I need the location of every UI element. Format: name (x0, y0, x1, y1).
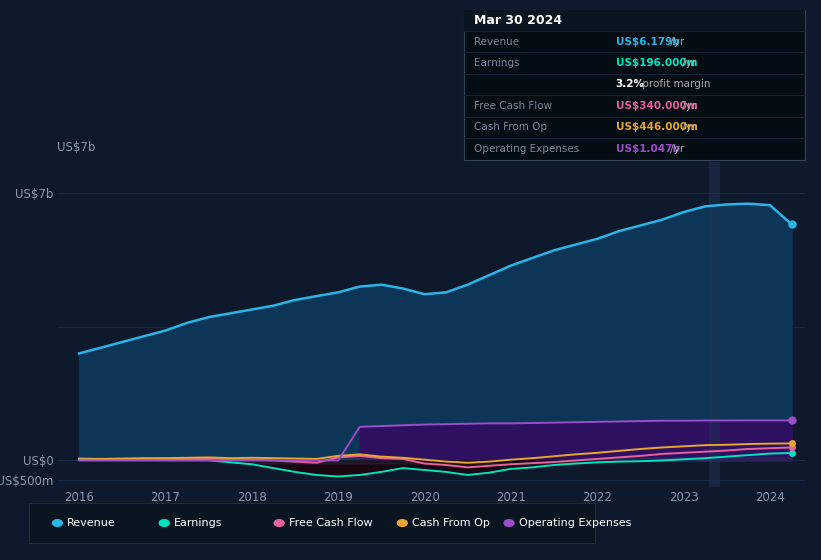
Text: Cash From Op: Cash From Op (412, 518, 490, 528)
Text: /yr: /yr (667, 144, 685, 154)
Text: Earnings: Earnings (174, 518, 222, 528)
Text: US$1.047b: US$1.047b (616, 144, 680, 154)
Text: profit margin: profit margin (639, 80, 710, 90)
Text: Operating Expenses: Operating Expenses (519, 518, 631, 528)
Text: /yr: /yr (667, 36, 685, 46)
Text: Earnings: Earnings (474, 58, 519, 68)
Text: US$7b: US$7b (57, 141, 96, 154)
Text: 3.2%: 3.2% (616, 80, 644, 90)
Text: /yr: /yr (679, 123, 696, 132)
Text: Revenue: Revenue (474, 36, 519, 46)
Text: US$446.000m: US$446.000m (616, 123, 698, 132)
Text: Operating Expenses: Operating Expenses (474, 144, 579, 154)
Text: /yr: /yr (679, 58, 696, 68)
Text: US$6.179b: US$6.179b (616, 36, 680, 46)
Text: Free Cash Flow: Free Cash Flow (289, 518, 373, 528)
Text: US$340.000m: US$340.000m (616, 101, 698, 111)
Text: US$196.000m: US$196.000m (616, 58, 697, 68)
Text: Free Cash Flow: Free Cash Flow (474, 101, 552, 111)
Text: Mar 30 2024: Mar 30 2024 (474, 13, 562, 27)
Text: Revenue: Revenue (67, 518, 116, 528)
Text: /yr: /yr (679, 101, 696, 111)
Text: Cash From Op: Cash From Op (474, 123, 547, 132)
